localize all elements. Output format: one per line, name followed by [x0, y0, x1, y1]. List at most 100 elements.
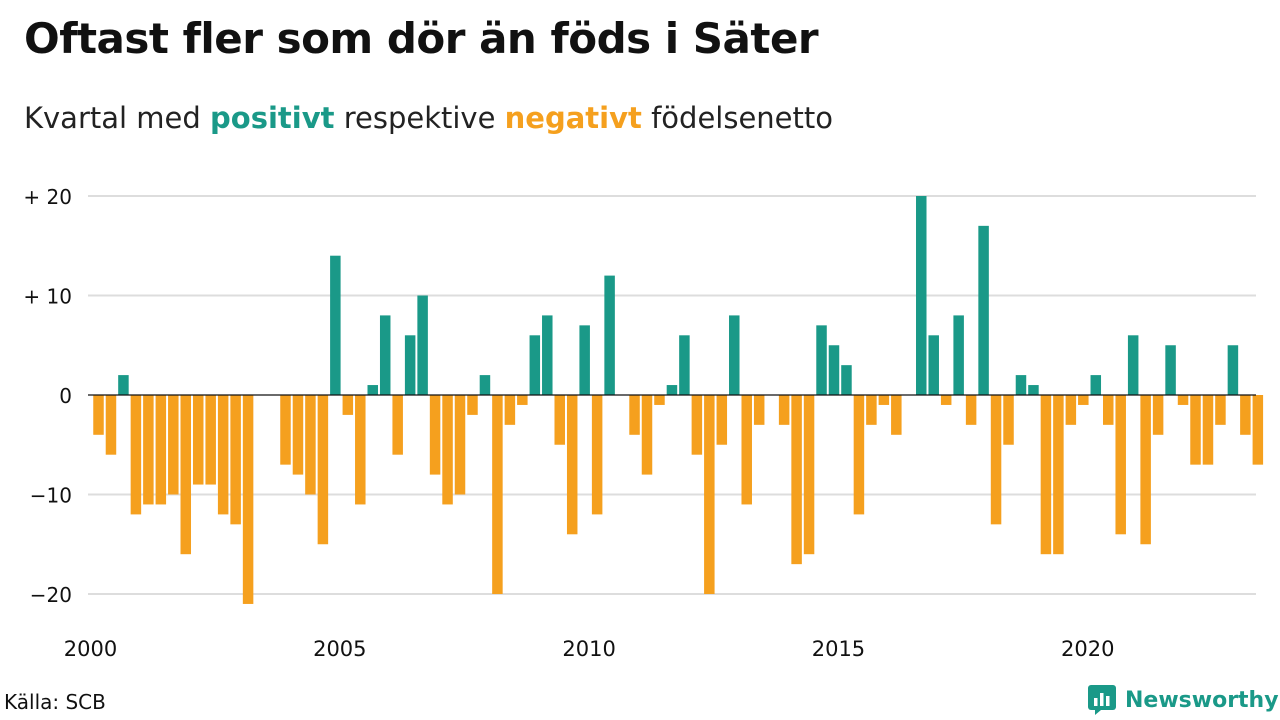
bar-positive	[1165, 345, 1176, 395]
bar-negative	[217, 395, 229, 515]
bar-positive	[828, 345, 840, 395]
bar-negative	[429, 395, 441, 475]
bar-positive	[529, 335, 541, 395]
bar-negative	[940, 395, 952, 405]
bar-negative	[1215, 395, 1226, 425]
bar-negative	[591, 395, 603, 515]
bar-negative	[168, 395, 179, 495]
bar-negative	[891, 395, 902, 435]
bar-negative	[716, 395, 728, 445]
bar-negative	[392, 395, 403, 455]
bar-negative	[1053, 395, 1064, 555]
bar-positive	[729, 315, 740, 395]
bar-positive	[1227, 345, 1239, 395]
y-tick-label: −10	[30, 484, 72, 508]
bar-negative	[1190, 395, 1201, 465]
bar-positive	[679, 335, 690, 395]
chart-title: Oftast fler som dör än föds i Säter	[24, 14, 819, 63]
bar-positive	[604, 275, 615, 395]
bar-negative	[280, 395, 291, 465]
bar-positive	[330, 255, 341, 395]
bar-negative	[853, 395, 865, 515]
bar-negative	[292, 395, 304, 475]
bar-positive	[841, 365, 852, 395]
y-tick-label: + 20	[23, 185, 72, 209]
bar-negative	[866, 395, 877, 425]
subtitle-positive-label: positivt	[210, 101, 335, 135]
bar-negative	[1202, 395, 1214, 465]
bar-positive	[1090, 375, 1102, 395]
bar-negative	[517, 395, 528, 405]
x-tick-label: 2020	[1061, 637, 1114, 661]
bar-negative	[1103, 395, 1114, 425]
bar-positive	[367, 385, 378, 395]
bar-positive	[816, 325, 827, 395]
source-note: Källa: SCB	[4, 690, 106, 714]
bar-positive	[579, 325, 590, 395]
bar-negative	[1115, 395, 1126, 535]
subtitle-middle: respektive	[334, 101, 505, 135]
bar-negative	[878, 395, 890, 405]
bar-negative	[442, 395, 453, 505]
x-tick-label: 2015	[812, 637, 865, 661]
bar-negative	[741, 395, 752, 505]
y-axis-tick-labels: + 20 + 10 0 −10 −20	[23, 185, 72, 607]
bar-negative	[492, 395, 503, 594]
bar-negative	[691, 395, 703, 455]
bar-negative	[1040, 395, 1052, 555]
bar-negative	[205, 395, 216, 485]
bar-negative	[791, 395, 802, 565]
bar-negative	[566, 395, 578, 535]
bar-negative	[1065, 395, 1077, 425]
bar-negative	[778, 395, 790, 425]
bar-negative	[1177, 395, 1189, 405]
bar-negative	[192, 395, 204, 485]
newsworthy-logo-icon	[1088, 685, 1116, 715]
bar-negative	[1252, 395, 1264, 465]
bar-negative	[1152, 395, 1164, 435]
bar-positive	[978, 225, 989, 395]
bar-positive	[542, 315, 553, 395]
bar-positive	[379, 315, 391, 395]
x-axis-tick-labels: 2000 2005 2010 2015 2020	[64, 637, 1115, 661]
y-tick-label: −20	[30, 583, 72, 607]
bar-negative	[355, 395, 366, 505]
bar-negative	[467, 395, 478, 415]
bar-negative	[990, 395, 1002, 525]
subtitle-suffix: födelsenetto	[641, 101, 833, 135]
bar-positive	[916, 196, 927, 395]
bar-negative	[242, 395, 254, 604]
bar-positive	[479, 375, 491, 395]
bar-negative	[704, 395, 715, 594]
y-tick-label: + 10	[23, 285, 72, 309]
newsworthy-logo-text: Newsworthy	[1125, 687, 1279, 713]
bar-negative	[641, 395, 653, 475]
bar-negative	[230, 395, 241, 525]
x-tick-label: 2005	[313, 637, 366, 661]
bar-negative	[654, 395, 665, 405]
bar-negative	[143, 395, 154, 505]
bar-positive	[953, 315, 964, 395]
bar-negative	[753, 395, 765, 425]
x-tick-label: 2000	[64, 637, 117, 661]
bar-negative	[93, 395, 104, 435]
bar-positive	[417, 295, 428, 395]
bar-negative	[629, 395, 640, 435]
bar-negative	[1078, 395, 1089, 405]
bars	[93, 196, 1264, 604]
bar-positive	[928, 335, 939, 395]
bar-negative	[105, 395, 117, 455]
bar-negative	[305, 395, 316, 495]
bar-positive	[118, 375, 129, 395]
bar-negative	[454, 395, 466, 495]
bar-positive	[1127, 335, 1139, 395]
bar-positive	[1028, 385, 1039, 395]
bar-positive	[1015, 375, 1027, 395]
subtitle-prefix: Kvartal med	[24, 101, 211, 135]
bar-negative	[803, 395, 815, 555]
y-tick-label: 0	[59, 384, 72, 408]
bar-negative	[554, 395, 565, 445]
bar-negative	[1003, 395, 1014, 445]
bar-positive	[666, 385, 678, 395]
newsworthy-logo: Newsworthy	[1087, 684, 1279, 716]
